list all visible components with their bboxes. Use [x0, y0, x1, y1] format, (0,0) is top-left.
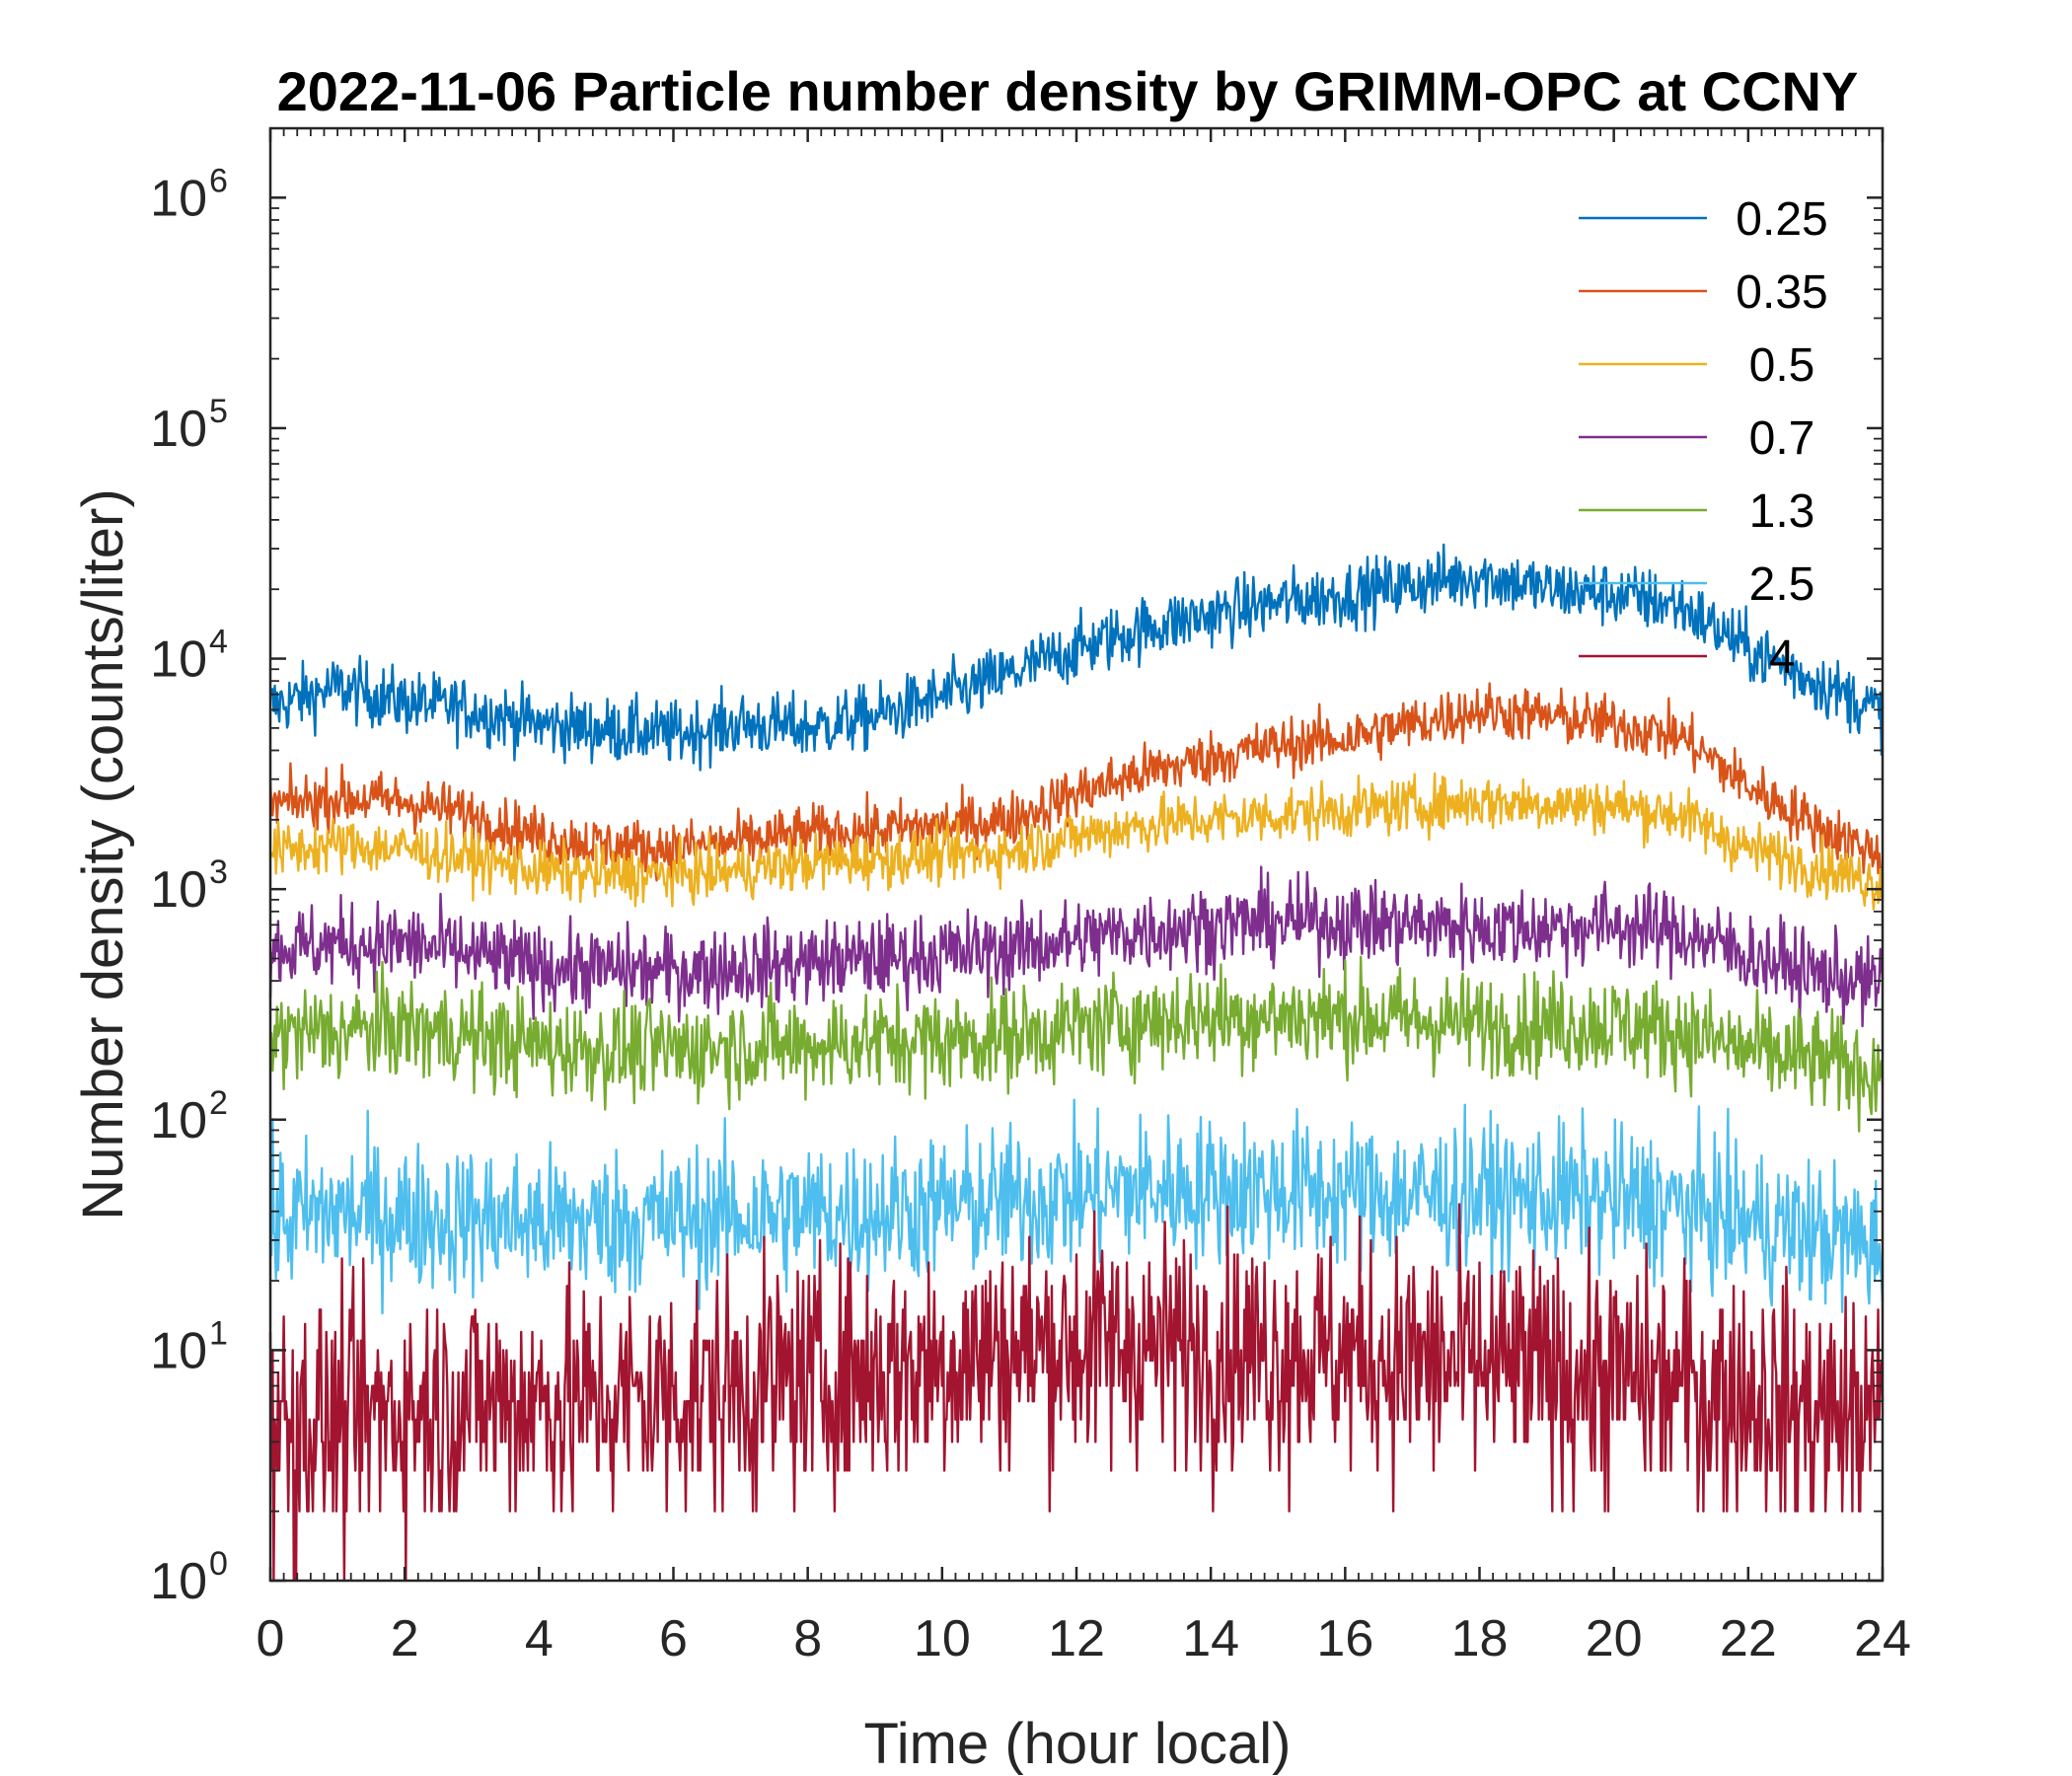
legend-label-2-5: 2.5 — [1749, 558, 1815, 611]
x-tick-label: 18 — [1451, 1610, 1509, 1667]
x-tick-label: 24 — [1854, 1610, 1911, 1667]
legend-label-0-25: 0.25 — [1736, 193, 1827, 246]
y-tick-label: 10 — [150, 1322, 207, 1379]
legend: 0.25 0.35 0.5 0.7 1.3 2.5 4 — [1579, 193, 1828, 684]
y-tick-exponent: 4 — [209, 624, 228, 661]
y-axis-label: Number density (counts/liter) — [71, 488, 135, 1220]
y-tick-exponent: 2 — [209, 1084, 228, 1122]
y-tick-exponent: 6 — [209, 162, 228, 199]
x-tick-label: 2 — [391, 1610, 419, 1667]
series-line-4 — [268, 1203, 1885, 1583]
series-line-0-5 — [269, 772, 1885, 911]
y-tick-exponent: 5 — [209, 393, 228, 430]
plot-frame — [268, 126, 1885, 1583]
x-tick-label: 6 — [659, 1610, 688, 1667]
y-tick-label: 10 — [150, 1092, 207, 1149]
x-tick-label: 8 — [793, 1610, 822, 1667]
x-tick-label: 22 — [1720, 1610, 1777, 1667]
y-tick-exponent: 3 — [209, 853, 228, 891]
y-tick-label: 10 — [150, 631, 207, 689]
legend-label-4: 4 — [1769, 631, 1796, 684]
series-line-1-3 — [268, 955, 1885, 1133]
y-tick-exponent: 0 — [209, 1545, 228, 1583]
legend-label-1-3: 1.3 — [1749, 485, 1815, 538]
legend-label-0-7: 0.7 — [1749, 412, 1815, 465]
legend-label-0-35: 0.35 — [1736, 266, 1827, 319]
x-axis-label: Time (hour local) — [864, 1712, 1292, 1776]
x-tick-label: 20 — [1586, 1610, 1643, 1667]
x-tick-label: 14 — [1182, 1610, 1239, 1667]
series-line-2-5 — [268, 1098, 1885, 1315]
legend-label-0-5: 0.5 — [1749, 339, 1815, 392]
y-tick-label: 10 — [150, 1553, 207, 1610]
y-tick-label: 10 — [150, 170, 207, 227]
series-line-0-25 — [268, 543, 1885, 772]
x-tick-label: 4 — [525, 1610, 554, 1667]
series-line-0-7 — [268, 865, 1885, 1028]
series-line-0-35 — [268, 682, 1884, 884]
x-tick-label: 16 — [1316, 1610, 1373, 1667]
series-layer — [268, 543, 1885, 1583]
x-tick-label: 0 — [257, 1610, 285, 1667]
y-tick-label: 10 — [150, 401, 207, 458]
y-tick-label: 10 — [150, 861, 207, 919]
chart-title: 2022-11-06 Particle number density by GR… — [277, 60, 1859, 122]
x-tick-label: 10 — [914, 1610, 971, 1667]
y-tick-exponent: 1 — [209, 1314, 228, 1352]
x-tick-label: 12 — [1048, 1610, 1105, 1667]
